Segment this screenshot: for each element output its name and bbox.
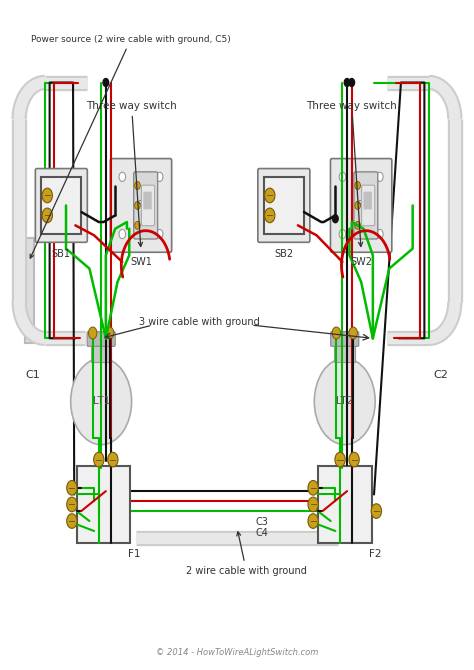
Circle shape	[42, 178, 49, 188]
Circle shape	[59, 217, 64, 223]
Text: C2: C2	[433, 370, 448, 380]
Circle shape	[138, 221, 143, 228]
Circle shape	[264, 208, 275, 222]
Text: 3 wire cable with ground: 3 wire cable with ground	[139, 317, 260, 327]
FancyBboxPatch shape	[87, 332, 115, 346]
Circle shape	[371, 504, 382, 519]
Circle shape	[349, 78, 355, 86]
Text: Three way switch: Three way switch	[86, 100, 177, 247]
Circle shape	[265, 178, 272, 188]
Circle shape	[265, 223, 272, 232]
FancyBboxPatch shape	[41, 177, 81, 234]
Text: SW1: SW1	[130, 257, 152, 267]
Circle shape	[156, 172, 163, 182]
Circle shape	[282, 217, 286, 223]
Circle shape	[264, 188, 275, 203]
FancyBboxPatch shape	[364, 192, 372, 210]
Circle shape	[59, 188, 64, 194]
Text: C1: C1	[26, 370, 41, 380]
Circle shape	[296, 223, 303, 232]
FancyBboxPatch shape	[354, 172, 378, 239]
Text: C: C	[357, 200, 362, 204]
FancyBboxPatch shape	[258, 169, 310, 243]
Circle shape	[105, 327, 114, 339]
Circle shape	[67, 497, 77, 512]
Text: SB2: SB2	[274, 249, 293, 259]
Circle shape	[94, 452, 104, 467]
Circle shape	[135, 202, 140, 210]
Circle shape	[308, 514, 318, 529]
FancyBboxPatch shape	[335, 345, 355, 362]
FancyBboxPatch shape	[110, 159, 172, 253]
Circle shape	[332, 327, 340, 339]
Circle shape	[67, 480, 77, 495]
Circle shape	[355, 182, 360, 190]
FancyBboxPatch shape	[36, 169, 87, 243]
Circle shape	[74, 178, 80, 188]
Circle shape	[359, 221, 364, 228]
Circle shape	[282, 188, 286, 194]
Circle shape	[103, 78, 109, 86]
Text: Power source (2 wire cable with ground, C5): Power source (2 wire cable with ground, …	[30, 35, 231, 258]
Circle shape	[339, 172, 346, 182]
Circle shape	[138, 184, 143, 190]
Circle shape	[376, 172, 383, 182]
Text: LT1: LT1	[92, 397, 110, 407]
Circle shape	[119, 172, 126, 182]
Circle shape	[355, 221, 360, 229]
Circle shape	[335, 452, 345, 467]
Text: © 2014 - HowToWireALightSwitch.com: © 2014 - HowToWireALightSwitch.com	[156, 649, 318, 657]
FancyBboxPatch shape	[331, 332, 359, 346]
Circle shape	[376, 229, 383, 239]
Circle shape	[42, 208, 53, 222]
Circle shape	[135, 221, 140, 229]
FancyBboxPatch shape	[77, 466, 130, 543]
Circle shape	[296, 178, 303, 188]
FancyBboxPatch shape	[330, 159, 392, 253]
Circle shape	[359, 184, 364, 190]
FancyBboxPatch shape	[91, 345, 111, 362]
Circle shape	[339, 229, 346, 239]
Circle shape	[349, 452, 359, 467]
Circle shape	[89, 327, 97, 339]
FancyBboxPatch shape	[318, 466, 372, 543]
Text: C: C	[137, 200, 142, 204]
Text: LT2: LT2	[336, 397, 354, 407]
Circle shape	[308, 480, 318, 495]
FancyBboxPatch shape	[134, 172, 157, 239]
Circle shape	[344, 78, 350, 86]
Text: C3: C3	[256, 517, 269, 527]
Circle shape	[42, 188, 53, 203]
Circle shape	[119, 229, 126, 239]
Circle shape	[108, 452, 118, 467]
Circle shape	[135, 182, 140, 190]
Text: SW2: SW2	[350, 257, 372, 267]
Text: SB1: SB1	[52, 249, 71, 259]
Circle shape	[333, 215, 338, 222]
Circle shape	[74, 223, 80, 232]
Circle shape	[156, 229, 163, 239]
Circle shape	[314, 358, 375, 445]
Text: Three way switch: Three way switch	[306, 100, 397, 247]
Circle shape	[67, 514, 77, 529]
Circle shape	[71, 358, 132, 445]
Text: C4: C4	[256, 528, 269, 538]
FancyBboxPatch shape	[362, 185, 375, 226]
Text: 2 wire cable with ground: 2 wire cable with ground	[186, 532, 307, 576]
Text: F2: F2	[369, 549, 382, 559]
Text: F1: F1	[128, 549, 141, 559]
FancyBboxPatch shape	[264, 177, 304, 234]
Circle shape	[355, 202, 360, 210]
Circle shape	[42, 223, 49, 232]
Circle shape	[308, 497, 318, 512]
FancyBboxPatch shape	[141, 185, 155, 226]
FancyBboxPatch shape	[143, 192, 152, 210]
Circle shape	[349, 327, 357, 339]
